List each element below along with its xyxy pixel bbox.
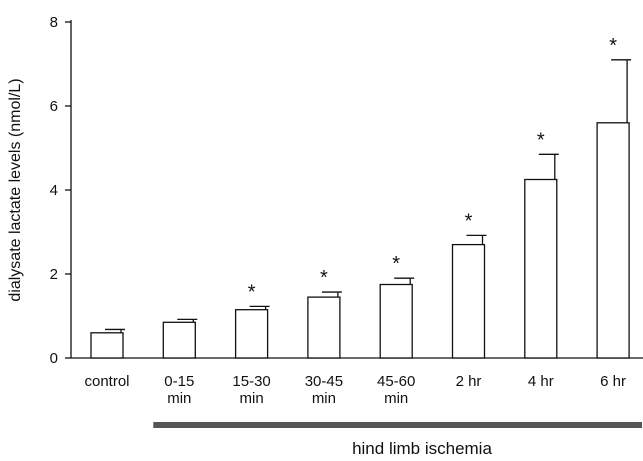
chart-bars — [90, 59, 632, 359]
x-tick-label: min — [312, 390, 336, 407]
x-tick-label: 0-15 — [164, 373, 194, 390]
bar — [596, 122, 630, 359]
y-tick-label: 6 — [50, 98, 58, 115]
y-tick-label: 8 — [50, 14, 58, 31]
significance-marker: * — [248, 281, 256, 303]
ischemia-period-bar — [153, 422, 643, 428]
x-tick-label: control — [84, 373, 129, 390]
significance-marker: * — [392, 253, 400, 275]
y-axis-label: dialysate lactate levels (nmol/L) — [7, 78, 24, 301]
y-tick-label: 0 — [50, 350, 58, 367]
significance-marker: * — [537, 129, 545, 151]
chart-labels: dialysate lactate levels (nmol/L) control… — [7, 35, 643, 458]
x-tick-label: 6 hr — [600, 373, 626, 390]
significance-marker: * — [320, 267, 328, 289]
ischemia-period-label: hind limb ischemia — [352, 439, 492, 458]
bar — [379, 283, 413, 359]
x-tick-label: 2 hr — [456, 373, 482, 390]
x-tick-label: min — [167, 390, 191, 407]
bar — [90, 332, 124, 359]
bar — [524, 178, 558, 359]
y-tick-label: 4 — [50, 182, 58, 199]
bar — [451, 243, 486, 359]
bar — [234, 309, 269, 359]
x-tick-label: 15-30 — [232, 373, 270, 390]
x-tick-label: min — [384, 390, 408, 407]
y-tick-label: 2 — [50, 266, 58, 283]
x-tick-label: 30-45 — [305, 373, 343, 390]
significance-marker: * — [465, 210, 473, 232]
bar — [307, 296, 341, 359]
bar — [162, 321, 196, 359]
significance-marker: * — [609, 35, 617, 57]
x-tick-label: 45-60 — [377, 373, 415, 390]
x-tick-label: min — [240, 390, 264, 407]
x-tick-label: 4 hr — [528, 373, 554, 390]
